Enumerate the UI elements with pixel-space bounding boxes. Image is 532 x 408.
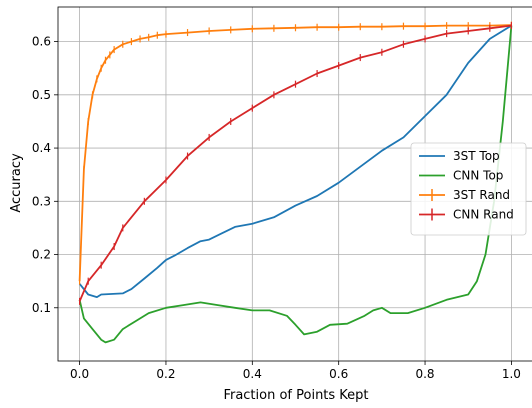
x-tick-label: 0.2 [156,367,175,381]
series-cnn-rand [78,22,513,305]
x-tick-label: 1.0 [502,367,521,381]
series-3st-top [78,24,512,299]
y-tick-label: 0.1 [32,301,51,315]
plot-frame [57,6,532,362]
y-tick-label: 0.3 [32,194,51,208]
x-tick-label: 0.0 [70,367,89,381]
x-tick-label: 0.6 [329,367,348,381]
legend-label-3st-top: 3ST Top [453,149,500,163]
legend: 3ST Top CNN Top 3ST Rand CNN Rand [410,142,527,236]
legend-label-cnn-rand: CNN Rand [453,208,514,222]
plot-border [57,6,532,362]
series-layer [78,21,513,344]
y-tick-label: 0.6 [32,35,51,49]
series-line-cnn-top [78,25,513,344]
y-tick-label: 0.5 [32,88,51,102]
legend-label-3st-rand: 3ST Rand [453,188,510,202]
series-line-3st-top [78,24,512,299]
y-tick-label: 0.2 [32,248,51,262]
x-axis-label: Fraction of Points Kept [223,388,368,403]
x-tick-label: 0.4 [243,367,262,381]
legend-box [410,142,527,236]
series-cnn-top [78,25,513,344]
axis-ticks: 0.0 0.2 0.4 0.6 0.8 1.0 0.1 0.2 0.3 0.4 0.5 0.6 [32,35,521,381]
y-tick-label: 0.4 [32,141,51,155]
x-tick-label: 0.8 [415,367,434,381]
y-axis-label: Accuracy [9,153,24,213]
legend-label-cnn-top: CNN Top [453,169,503,183]
